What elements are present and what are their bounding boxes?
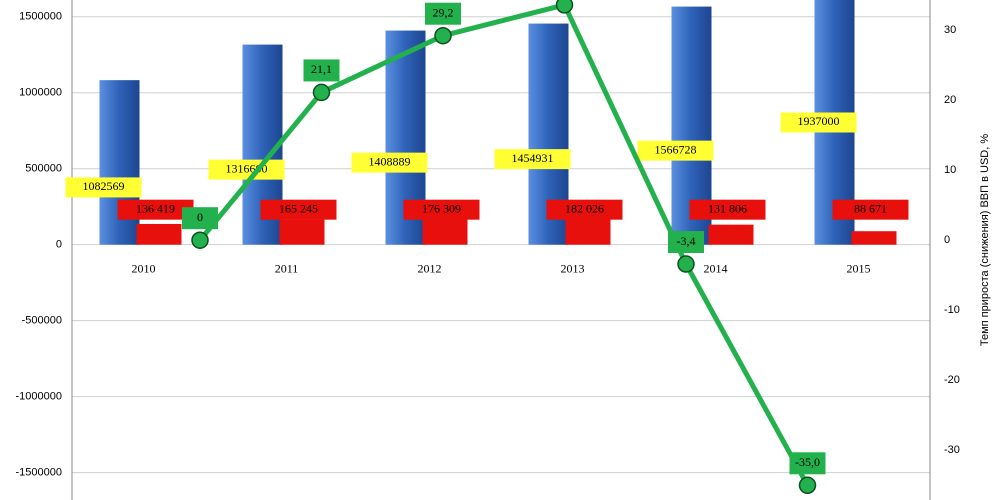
y2-tick-label: -20 [944,374,960,386]
y-tick-label: -500000 [22,315,62,327]
label-box [668,231,704,254]
x-tick-label: 2011 [275,261,299,275]
label-box [780,112,857,133]
line [198,2,810,487]
y-tick-label: 0 [56,239,62,251]
y2-tick-label: -10 [944,304,960,316]
label-box [789,452,826,475]
label-box [65,177,142,198]
data-label: 29,2 [433,5,454,19]
y2-tick-label: 20 [944,94,956,106]
bar [422,217,468,245]
label-box [494,149,571,170]
x-tick-label: 2014 [704,261,728,275]
y-tick-label: -1000000 [16,391,63,403]
y2-tick-label: 30 [944,24,956,36]
line-marker [434,26,452,45]
y-tick-label: 500000 [25,163,62,175]
label-box [546,199,623,220]
y-tick-label: -1500000 [16,467,63,479]
label-box [832,199,909,220]
data-label: 165 245 [279,201,318,215]
line-marker [677,255,695,273]
data-label: 182 026 [565,201,604,215]
x-tick-label: 2013 [561,261,585,275]
data-label: 1408889 [369,154,411,168]
y2-axis-title: Темп прироста (снижения) ВВП в USD, % [979,134,991,346]
bar [565,217,611,245]
label-box [303,59,340,82]
y2-tick-label: -30 [944,444,960,456]
label-box [637,140,714,161]
data-label: 88 671 [854,201,887,215]
data-label: 136 419 [136,201,175,215]
label-box [351,152,428,173]
data-label: 1454931 [512,151,554,165]
y-tick-label: 1500000 [19,11,62,23]
data-label: 21,1 [311,62,332,76]
x-tick-label: 2012 [418,261,442,275]
x-tick-label: 2015 [847,261,871,275]
data-label: 1566728 [655,142,697,156]
label-box [182,207,218,230]
y2-tick-label: 0 [944,234,950,246]
line-marker [191,231,209,249]
bar [99,80,140,245]
data-label: 131 806 [708,201,747,215]
bar [851,231,897,245]
bar [279,219,325,245]
data-label: -35,0 [795,455,820,469]
data-label: 0 [197,210,203,224]
line-marker [555,0,574,14]
label-box [117,199,194,220]
data-label: -3,4 [677,234,696,248]
label-box [425,2,461,25]
label-box [260,199,337,220]
data-label: 176 309 [422,201,461,215]
data-label: 1937000 [798,114,840,128]
data-label: 1082569 [83,179,125,193]
bar [708,224,754,245]
x-tick-label: 2010 [132,261,156,275]
line-marker [798,476,817,495]
label-box [403,199,480,220]
line-marker [312,83,331,102]
label-box [208,159,285,180]
label-box [689,199,766,220]
bar [136,223,182,245]
y-tick-label: 1000000 [19,87,62,99]
y2-tick-label: 10 [944,164,956,176]
